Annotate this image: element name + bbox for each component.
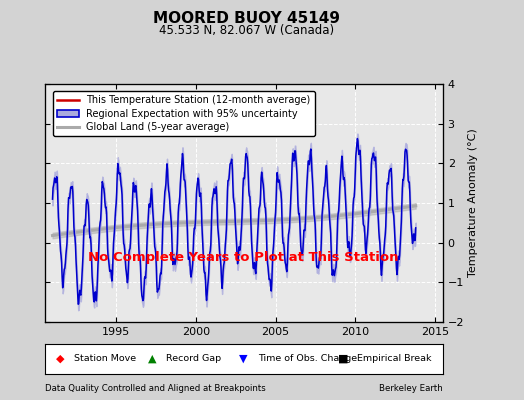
Text: Station Move: Station Move (74, 354, 137, 363)
Text: ■: ■ (338, 354, 348, 363)
Text: MOORED BUOY 45149: MOORED BUOY 45149 (153, 11, 340, 26)
Text: 45.533 N, 82.067 W (Canada): 45.533 N, 82.067 W (Canada) (159, 24, 334, 37)
Text: Berkeley Earth: Berkeley Earth (379, 384, 443, 393)
Text: ◆: ◆ (56, 354, 65, 363)
Text: ▼: ▼ (239, 354, 248, 363)
Text: Data Quality Controlled and Aligned at Breakpoints: Data Quality Controlled and Aligned at B… (45, 384, 265, 393)
Legend: This Temperature Station (12-month average), Regional Expectation with 95% uncer: This Temperature Station (12-month avera… (53, 91, 314, 136)
Text: Time of Obs. Change: Time of Obs. Change (258, 354, 357, 363)
Text: Record Gap: Record Gap (166, 354, 221, 363)
Text: No Complete Years to Plot at This Station: No Complete Years to Plot at This Statio… (89, 251, 399, 264)
Text: Empirical Break: Empirical Break (357, 354, 432, 363)
Text: ▲: ▲ (148, 354, 156, 363)
Y-axis label: Temperature Anomaly (°C): Temperature Anomaly (°C) (468, 129, 478, 277)
